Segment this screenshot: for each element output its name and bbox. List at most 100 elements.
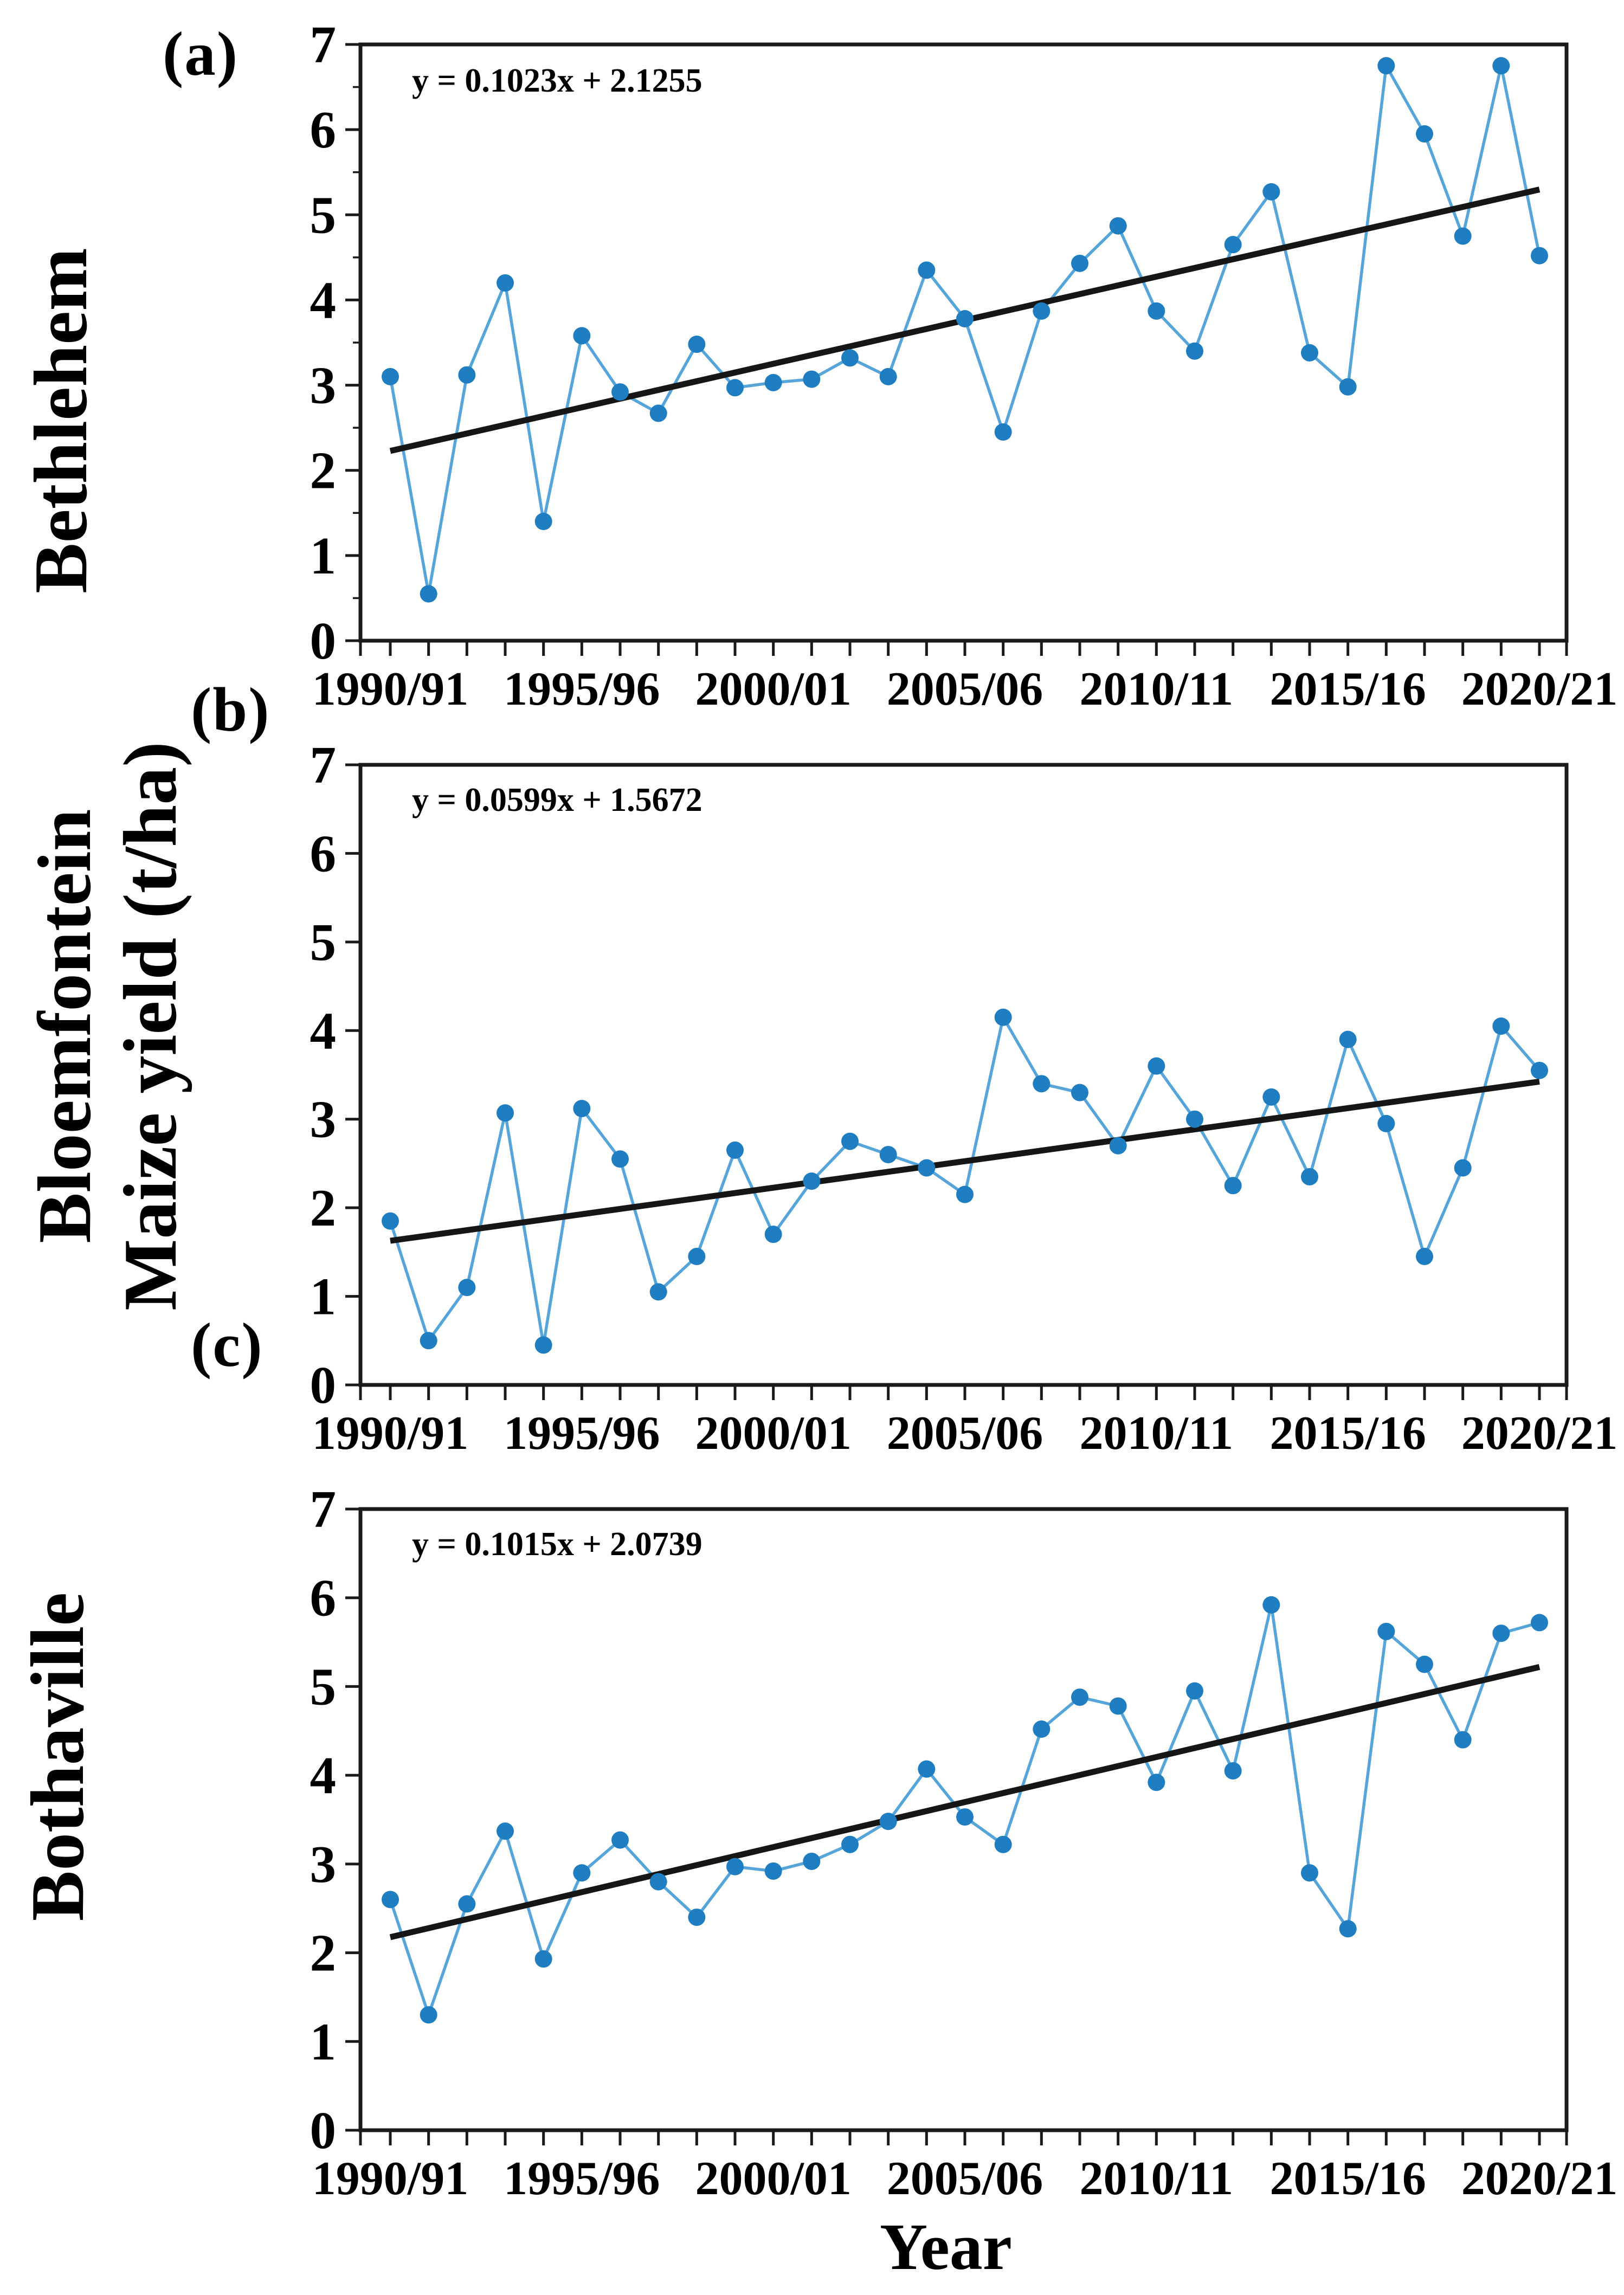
data-point-marker: [1454, 1159, 1472, 1177]
data-point-marker: [1531, 1061, 1548, 1079]
data-point-marker: [1531, 1614, 1548, 1632]
data-point-marker: [918, 1760, 936, 1778]
data-point-marker: [534, 1950, 552, 1968]
y-axis-tick-label: 1: [310, 527, 337, 585]
data-point-marker: [1262, 1088, 1280, 1106]
x-axis-tick-label: 2000/01: [695, 663, 851, 715]
x-axis-tick-label: 2010/11: [1080, 663, 1234, 715]
y-axis-tick-label: 7: [310, 1480, 337, 1538]
panel-label-b: (b): [191, 675, 270, 744]
x-axis-tick-label: 2010/11: [1080, 1407, 1234, 1460]
y-axis-tick-label: 0: [310, 2101, 337, 2159]
data-point-marker: [1148, 1057, 1165, 1075]
chart-c-bothaville: 0 1 2 3 4 5 6 7 1990/91 1995/96 2000/01 2005/06 2010…: [310, 1480, 1618, 2205]
data-point-marker: [803, 1172, 821, 1190]
data-point-marker: [956, 1808, 974, 1826]
y-axis-tick-label: 0: [310, 1356, 337, 1414]
data-point-marker: [688, 1248, 706, 1266]
y-axis-tick-label: 5: [310, 1658, 337, 1716]
y-axis-tick-label: 1: [310, 1268, 337, 1326]
y-axis-tick-label: 3: [310, 357, 337, 415]
y-axis-tick-label: 5: [310, 186, 337, 244]
data-point-marker: [1492, 1017, 1510, 1035]
y-axis-title: Maize yield (t/ha): [108, 742, 192, 1311]
chart-b-bloemfontein: 0 1 2 3 4 5 6 7 1990/91 1995/96 2000/01 2005/06 2010…: [310, 736, 1618, 1460]
data-point-marker: [688, 1909, 706, 1926]
y-axis-tick-label: 6: [310, 101, 337, 159]
data-point-marker: [879, 1813, 897, 1830]
data-point-marker: [1262, 183, 1280, 201]
x-axis-tick-label: 2020/21: [1461, 2152, 1617, 2205]
data-point-marker: [841, 1835, 859, 1853]
data-point-marker: [649, 1873, 667, 1891]
data-point-marker: [764, 1862, 782, 1880]
data-point-marker: [420, 585, 437, 603]
x-axis-tick-label: 2000/01: [695, 1407, 851, 1460]
data-point-marker: [1416, 1248, 1433, 1266]
yield-series-line: [389, 64, 1541, 596]
x-axis-tick-label: 1990/91: [312, 663, 468, 715]
y-axis-tick-label: 4: [310, 1002, 337, 1060]
data-point-marker: [649, 1283, 667, 1301]
data-point-marker: [879, 368, 897, 385]
x-axis-tick-label: 2015/16: [1269, 1407, 1426, 1460]
data-point-marker: [1454, 227, 1472, 245]
data-point-marker: [1033, 1720, 1051, 1738]
data-point-marker: [879, 1146, 897, 1164]
data-point-marker: [1033, 1075, 1051, 1093]
data-point-marker: [611, 1831, 629, 1849]
data-point-marker: [1109, 1697, 1127, 1715]
data-point-marker: [1377, 1622, 1395, 1640]
x-axis-tick-label: 2005/06: [887, 1407, 1043, 1460]
data-point-marker: [1224, 1762, 1242, 1780]
data-point-marker: [1224, 1177, 1242, 1195]
trend-line: [389, 1664, 1541, 1941]
equation-c: y = 0.1015x + 2.0739: [412, 1526, 703, 1563]
y-axis-tick-label: 6: [310, 1569, 337, 1627]
x-axis-tick-label: 2020/21: [1461, 1407, 1617, 1460]
data-point-marker: [1186, 1110, 1203, 1128]
y-axis-tick-label: 4: [310, 271, 337, 329]
data-point-marker: [1033, 302, 1051, 320]
data-point-marker: [420, 2006, 437, 2024]
y-axis-tick-label: 2: [310, 442, 337, 500]
data-point-marker: [688, 336, 706, 353]
x-axis-tick-label: 2015/16: [1269, 2152, 1426, 2205]
data-point-marker: [956, 1185, 974, 1203]
data-point-marker: [1186, 342, 1203, 360]
station-label-bothaville: Bothaville: [16, 1592, 100, 1922]
data-point-marker: [1339, 378, 1357, 396]
data-point-marker: [764, 1226, 782, 1243]
data-point-marker: [726, 379, 744, 397]
data-point-marker: [1377, 57, 1395, 75]
data-point-marker: [458, 1895, 476, 1913]
data-point-marker: [649, 404, 667, 422]
data-point-marker: [1454, 1731, 1472, 1749]
data-point-marker: [726, 1858, 744, 1875]
data-point-marker: [1109, 1137, 1127, 1155]
data-point-marker: [1148, 1774, 1165, 1791]
data-point-marker: [497, 274, 514, 292]
data-point-marker: [1071, 254, 1088, 272]
equation-a: y = 0.1023x + 2.1255: [412, 62, 703, 99]
data-point-marker: [803, 1852, 821, 1870]
data-point-marker: [1531, 247, 1548, 265]
x-axis-tick-label: 2000/01: [695, 2152, 851, 2205]
y-axis-tick-label: 4: [310, 1746, 337, 1804]
station-label-bloemfontein: Bloemfontein: [23, 809, 107, 1243]
data-point-marker: [1339, 1920, 1357, 1938]
x-axis-tick-label: 1995/96: [504, 663, 660, 715]
x-axis-title: Year: [880, 2210, 1012, 2284]
data-point-marker: [1416, 125, 1433, 143]
data-point-marker: [382, 1212, 399, 1230]
data-point-marker: [1262, 1596, 1280, 1614]
data-point-marker: [458, 1279, 476, 1297]
x-axis-tick-label: 2005/06: [887, 2152, 1043, 2205]
y-axis-tick-label: 2: [310, 1179, 337, 1237]
data-point-marker: [1301, 1864, 1318, 1882]
data-point-marker: [1148, 302, 1165, 320]
data-point-marker: [420, 1332, 437, 1350]
data-point-marker: [764, 373, 782, 391]
data-point-marker: [994, 1008, 1012, 1026]
data-point-marker: [1071, 1084, 1088, 1101]
